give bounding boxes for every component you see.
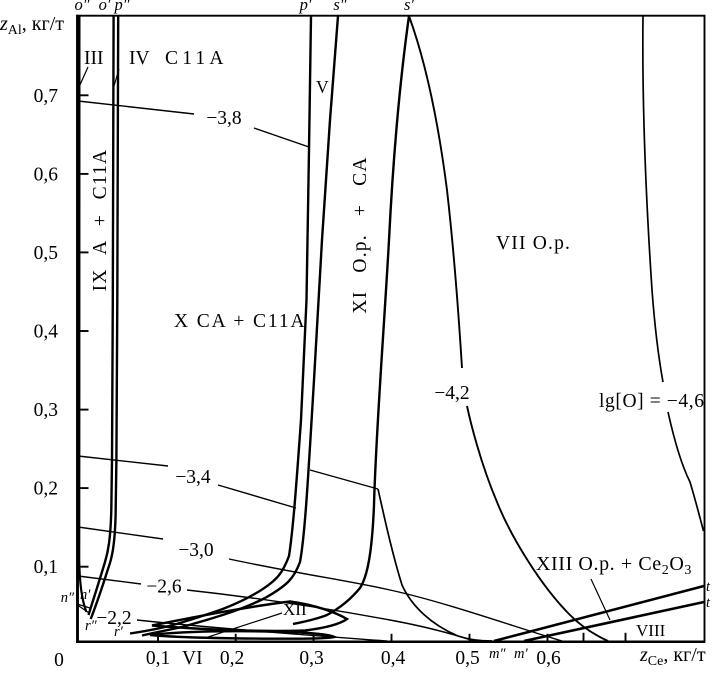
- svg-text:t: t: [706, 579, 711, 595]
- svg-text:p″: p″: [113, 0, 130, 14]
- svg-text:−3,8: −3,8: [206, 108, 241, 129]
- svg-text:0: 0: [54, 650, 64, 671]
- svg-text:0,2: 0,2: [34, 479, 58, 500]
- svg-text:s″: s″: [333, 0, 347, 14]
- svg-text:XIII О.р. + Ce2O3: XIII О.р. + Ce2O3: [536, 553, 692, 578]
- svg-text:n″: n″: [61, 590, 75, 606]
- svg-text:0,4: 0,4: [381, 648, 406, 669]
- svg-text:IV: IV: [129, 48, 150, 69]
- svg-text:s′: s′: [404, 0, 414, 14]
- svg-text:C11A: C11A: [165, 48, 228, 69]
- svg-text:−4,2: −4,2: [434, 383, 469, 404]
- svg-text:0,2: 0,2: [220, 648, 244, 669]
- svg-text:0,5: 0,5: [455, 648, 479, 669]
- svg-text:0,6: 0,6: [536, 648, 561, 669]
- svg-text:p′: p′: [299, 0, 312, 14]
- svg-text:0,3: 0,3: [299, 648, 323, 669]
- svg-text:VII О.р.: VII О.р.: [496, 233, 571, 254]
- svg-text:0,3: 0,3: [34, 400, 58, 421]
- svg-text:−2,2: −2,2: [96, 608, 131, 629]
- svg-text:−2,6: −2,6: [146, 577, 182, 598]
- svg-text:t: t: [706, 595, 711, 611]
- svg-text:zAl, кг/т: zAl, кг/т: [0, 13, 64, 38]
- svg-text:r′: r′: [114, 624, 124, 640]
- svg-text:0,1: 0,1: [34, 557, 58, 578]
- svg-text:−3,4: −3,4: [175, 467, 211, 488]
- svg-text:lg[O] = −4,6: lg[O] = −4,6: [599, 391, 705, 412]
- svg-text:o′: o′: [99, 0, 111, 14]
- svg-text:0,5: 0,5: [34, 243, 58, 264]
- svg-text:VI: VI: [182, 648, 203, 669]
- svg-text:X CA + C11A: X CA + C11A: [174, 311, 306, 332]
- svg-text:0,7: 0,7: [34, 86, 59, 107]
- svg-text:III: III: [84, 48, 103, 69]
- svg-text:−3,0: −3,0: [178, 540, 213, 561]
- svg-text:m′: m′: [514, 646, 528, 662]
- svg-text:V: V: [316, 77, 329, 97]
- svg-text:m″: m″: [489, 646, 506, 662]
- svg-text:r″: r″: [85, 618, 98, 634]
- svg-text:XI О.р. + CA: XI О.р. + CA: [350, 156, 371, 313]
- svg-text:zCe, кг/т: zCe, кг/т: [639, 644, 706, 669]
- svg-text:0,1: 0,1: [146, 648, 170, 669]
- svg-text:VIII: VIII: [636, 621, 666, 640]
- svg-text:o″: o″: [74, 0, 90, 14]
- svg-text:n′: n′: [80, 587, 91, 603]
- svg-text:0,6: 0,6: [34, 165, 59, 186]
- svg-text:XII: XII: [283, 600, 307, 619]
- svg-text:IX A + C11A: IX A + C11A: [90, 149, 111, 292]
- svg-text:0,4: 0,4: [34, 322, 59, 343]
